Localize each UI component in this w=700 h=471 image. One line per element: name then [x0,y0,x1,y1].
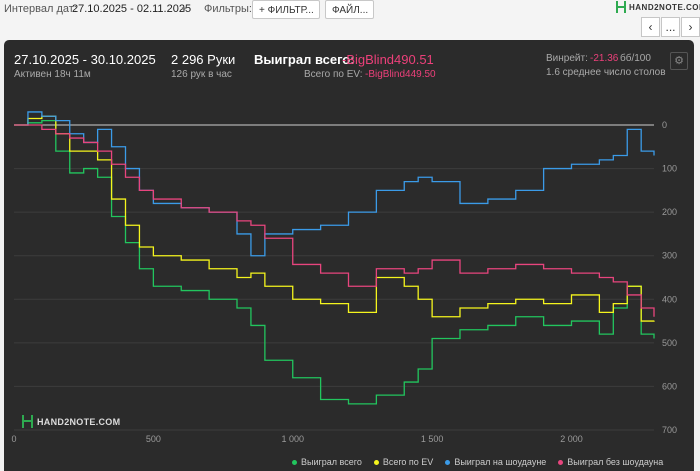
toolbar: Интервал дат: 27.10.2025 - 02.11.2025 ▼ … [0,0,700,40]
series-line-1 [14,115,655,322]
series-line-0 [14,119,655,405]
y-tick-label: 300 [662,251,677,261]
hand2note-watermark-icon [22,415,33,428]
legend-label-total: Выиграл всего [301,457,362,467]
x-tick-label: 500 [146,434,161,444]
nav-prev-button[interactable]: ‹ [641,17,660,37]
app-logo: HAND2NOTE.COM [616,0,700,14]
y-tick-label: 100 [662,164,677,174]
date-range-value[interactable]: 27.10.2025 - 02.11.2025 [72,3,192,15]
winrate-value: -21.36 [590,53,619,64]
report-date-range: 27.10.2025 - 30.10.2025 [14,52,156,67]
winrate-unit: бб/100 [620,53,651,64]
legend-marker-showdown [445,459,451,465]
hands-count: 2 296 Руки [171,52,236,67]
legend-item-non-showdown[interactable]: Выиграл без шоудауна [558,457,663,467]
plus-icon: + [259,5,268,16]
chart-legend: Выиграл всего Всего по EV Выиграл на шоу… [292,457,663,467]
gear-icon[interactable]: ⚙ [670,52,688,70]
x-tick-label: 2 000 [560,434,583,444]
legend-item-ev[interactable]: Всего по EV [373,457,434,467]
y-tick-label: 400 [662,294,677,304]
y-tick-label: 600 [662,381,677,391]
y-tick-label: 500 [662,338,677,348]
filters-label: Фильтры: [204,3,252,15]
filter-button[interactable]: + ФИЛЬТР... [252,0,320,19]
y-tick-label: 700 [662,425,677,435]
hands-per-hour: 126 рук в час [171,69,232,80]
won-total-label: Выиграл всего: [254,52,355,67]
ev-total-value: -BigBlind449.50 [365,69,436,80]
legend-marker-total [292,459,297,465]
series-line-3 [14,124,655,317]
x-tick-label: 1 000 [281,434,304,444]
won-total-value: -BigBlind490.51 [342,52,434,67]
date-range-label: Интервал дат: [4,3,77,15]
legend-label-non-showdown: Выиграл без шоудауна [567,457,664,467]
watermark-text: HAND2NOTE.COM [37,416,121,427]
y-tick-label: 200 [662,207,677,217]
y-tick-label: 0 [662,120,667,130]
nav-more-label: ... [665,20,676,34]
legend-item-showdown[interactable]: Выиграл на шоудауне [445,457,546,467]
legend-label-ev: Всего по EV [382,457,434,467]
watermark: HAND2NOTE.COM [22,415,120,428]
legend-label-showdown: Выиграл на шоудауне [454,457,547,467]
chevron-right-icon: › [688,20,693,34]
files-button[interactable]: ФАЙЛ... [325,0,374,19]
avg-tables: 1.6 среднее число столов [546,67,666,78]
logo-text: HAND2NOTE.COM [629,2,700,12]
filter-button-label: ФИЛЬТР... [267,5,314,16]
active-time: Активен 18ч 11м [14,69,91,80]
report-panel: 27.10.2025 - 30.10.2025 Активен 18ч 11м … [4,40,694,471]
legend-marker-non-showdown [558,459,564,465]
x-tick-label: 1 500 [421,434,444,444]
legend-marker-ev [373,459,379,465]
hand2note-logo-icon [616,1,626,13]
winrate-label: Винрейт: [546,53,588,64]
chevron-down-icon[interactable]: ▼ [180,5,188,14]
nav-more-button[interactable]: ... [661,17,680,37]
ev-total-label: Всего по EV: [304,69,363,80]
chevron-left-icon: ‹ [648,20,653,34]
files-button-label: ФАЙЛ... [332,5,369,16]
series-line-2 [14,111,655,257]
nav-next-button[interactable]: › [681,17,700,37]
profit-chart: 0 100 200 300 400 500 600 700 0 500 1 000 1 500 2 00… [11,111,677,444]
legend-item-total[interactable]: Выиграл всего [292,457,362,467]
x-tick-label: 0 [11,434,16,444]
